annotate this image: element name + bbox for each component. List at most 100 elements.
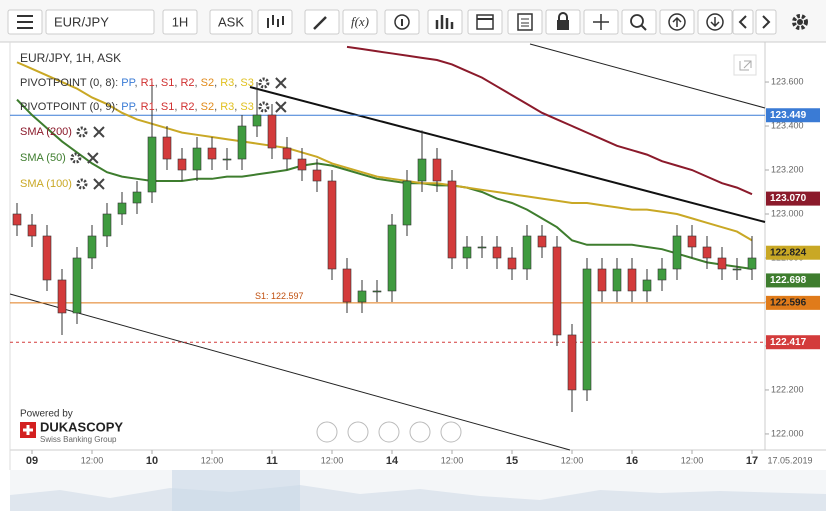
x-tick-label: 14 (386, 455, 399, 467)
remove-icon[interactable] (93, 178, 105, 190)
indicator-part: R3 (220, 77, 234, 89)
indicator-part: , (195, 77, 201, 89)
channel-line (9, 293, 571, 451)
candle-body (432, 158, 442, 182)
candle-body (702, 246, 712, 259)
zoom-controls (316, 421, 462, 443)
candle-body (552, 246, 562, 336)
indicator-part: S3 (240, 101, 253, 113)
fx: f(x) (351, 14, 369, 29)
period: 1H (172, 14, 189, 29)
candle-body (132, 191, 142, 204)
settings-icon[interactable] (258, 77, 270, 89)
settings-icon[interactable] (76, 126, 88, 138)
indicator-part: , (234, 77, 240, 89)
side-select[interactable]: ASK (209, 9, 253, 35)
level-tag (766, 108, 820, 123)
candle-body (522, 235, 532, 270)
info-button[interactable] (384, 9, 420, 35)
indicator-part: : (115, 77, 121, 89)
indicator-legend: PIVOTPOINT (0, 9): PP, R1, S1, R2, S2, R… (20, 101, 254, 113)
remove-icon[interactable] (275, 77, 287, 89)
candle-body (72, 257, 82, 314)
symbol-select[interactable]: EUR/JPY (45, 9, 155, 35)
candle-body (402, 180, 412, 226)
candle-body (297, 158, 307, 171)
candle-body (507, 257, 517, 270)
level-label: 122.824 (770, 247, 807, 258)
remove-icon[interactable] (275, 101, 287, 113)
series-legend: SMA (200) (20, 126, 72, 138)
candle-body (192, 147, 202, 171)
candle-body (642, 279, 652, 292)
candle-body (492, 246, 502, 259)
indicator-part: PP (121, 101, 135, 113)
indicator-part: , (234, 101, 240, 113)
candle-body (417, 158, 427, 182)
crosshair-button[interactable] (583, 9, 619, 35)
candle-body (627, 268, 637, 292)
next-button[interactable] (755, 9, 777, 35)
calendar-button[interactable] (467, 9, 503, 35)
indicator-part: R1 (141, 101, 155, 113)
candle-body (312, 169, 322, 182)
indicator-part: : (115, 101, 121, 113)
remove-icon[interactable] (87, 152, 99, 164)
scroll-left[interactable] (316, 421, 338, 443)
date-label: 17.05.2019 (767, 455, 812, 465)
candle-body (282, 147, 292, 160)
x-tick-label: 12:00 (81, 455, 104, 465)
y-tick-label: 123.200 (771, 164, 804, 174)
lock-button[interactable] (545, 9, 581, 35)
prev-button[interactable] (732, 9, 754, 35)
candle-body (147, 136, 157, 193)
zoom-out[interactable] (347, 421, 369, 443)
candle-body (12, 213, 22, 226)
settings-icon[interactable] (70, 152, 82, 164)
settings-button[interactable] (792, 14, 808, 30)
side: ASK (218, 14, 244, 29)
symbol: EUR/JPY (54, 14, 109, 29)
indicator-part: , (155, 101, 161, 113)
channel-line (529, 43, 766, 109)
candle-body (447, 180, 457, 259)
reset[interactable] (378, 421, 400, 443)
level-tag (766, 191, 820, 206)
zoom-in[interactable] (409, 421, 431, 443)
candle-body (582, 268, 592, 391)
brand-tagline: Swiss Banking Group (40, 435, 117, 444)
chart-type-button[interactable] (257, 9, 293, 35)
candle-body (252, 114, 262, 127)
draw-button[interactable] (304, 9, 340, 35)
remove-icon[interactable] (93, 126, 105, 138)
period-select[interactable]: 1H (162, 9, 198, 35)
download-button[interactable] (697, 9, 733, 35)
menu-button[interactable] (7, 9, 43, 35)
candle-body (567, 334, 577, 391)
level-label: 122.417 (770, 337, 807, 348)
x-tick-label: 12:00 (321, 455, 344, 465)
navigator-window[interactable] (172, 470, 300, 511)
level-label: 122.596 (770, 297, 807, 308)
x-tick-label: 12:00 (441, 455, 464, 465)
zoom-button[interactable] (621, 9, 657, 35)
scroll-right[interactable] (440, 421, 462, 443)
indicator-button[interactable]: f(x) (342, 9, 378, 35)
level-tag (766, 335, 820, 350)
x-tick-label: 09 (26, 455, 38, 467)
volume-button[interactable] (427, 9, 463, 35)
candle-body (612, 268, 622, 292)
candle-body (372, 290, 382, 293)
upload-button[interactable] (659, 9, 695, 35)
logo-cross (23, 425, 33, 435)
x-tick-label: 16 (626, 455, 638, 467)
settings-icon[interactable] (258, 101, 270, 113)
candle-body (672, 235, 682, 270)
popout-button[interactable] (733, 54, 757, 76)
candle-body (747, 257, 757, 270)
candle-body (657, 268, 667, 281)
news-button[interactable] (507, 9, 543, 35)
y-tick-label: 122.000 (771, 428, 804, 438)
x-tick-label: 15 (506, 455, 518, 467)
settings-icon[interactable] (76, 178, 88, 190)
